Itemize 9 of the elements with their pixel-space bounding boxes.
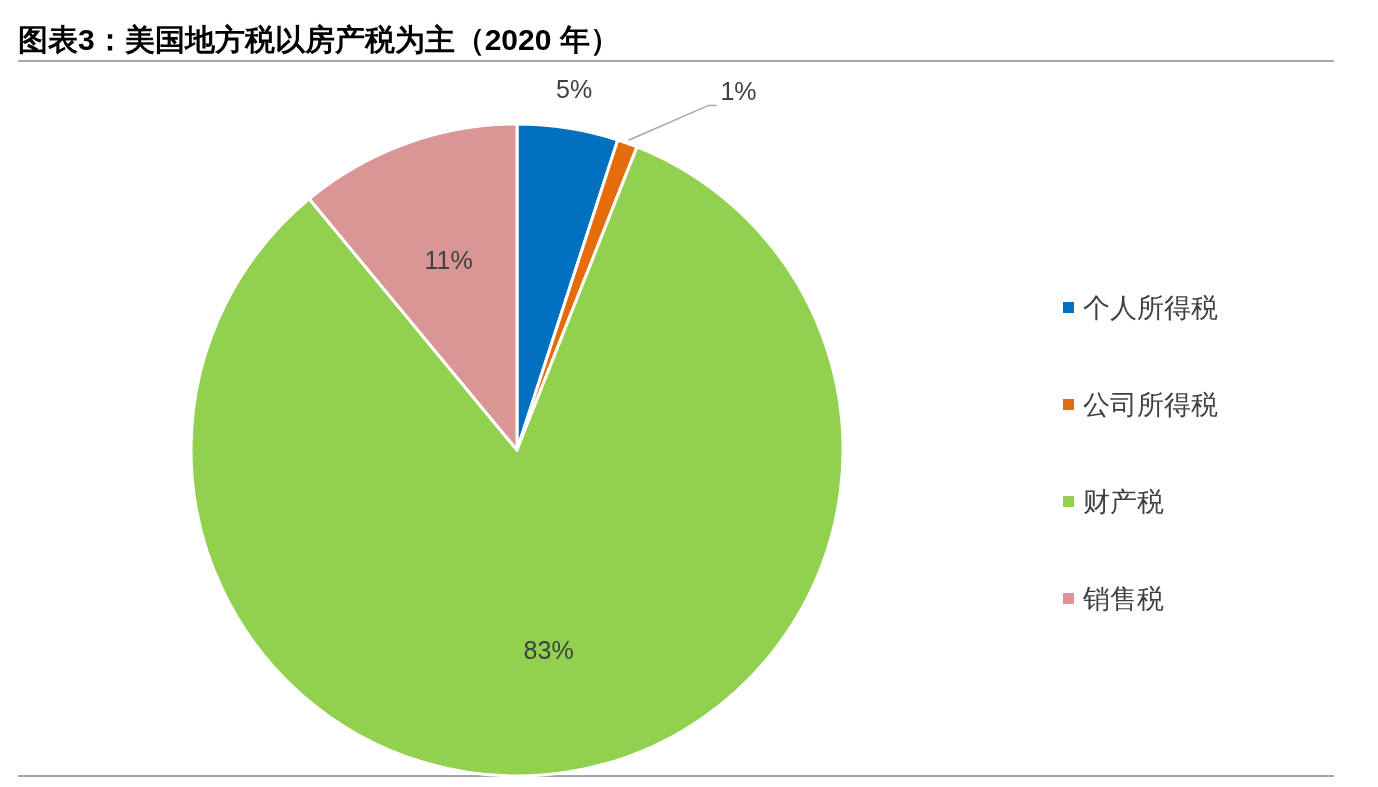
data-label: 5% xyxy=(556,75,593,104)
data-label: 83% xyxy=(523,635,574,664)
legend-label: 个人所得税 xyxy=(1083,293,1218,323)
legend-label: 销售税 xyxy=(1082,584,1164,614)
legend-label: 公司所得税 xyxy=(1083,390,1218,420)
chart-title: 图表3：美国地方税以房产税为主（2020 年） xyxy=(18,23,620,56)
data-label: 11% xyxy=(424,245,473,274)
legend-label: 财产税 xyxy=(1083,487,1164,517)
data-label: 1% xyxy=(720,77,757,106)
